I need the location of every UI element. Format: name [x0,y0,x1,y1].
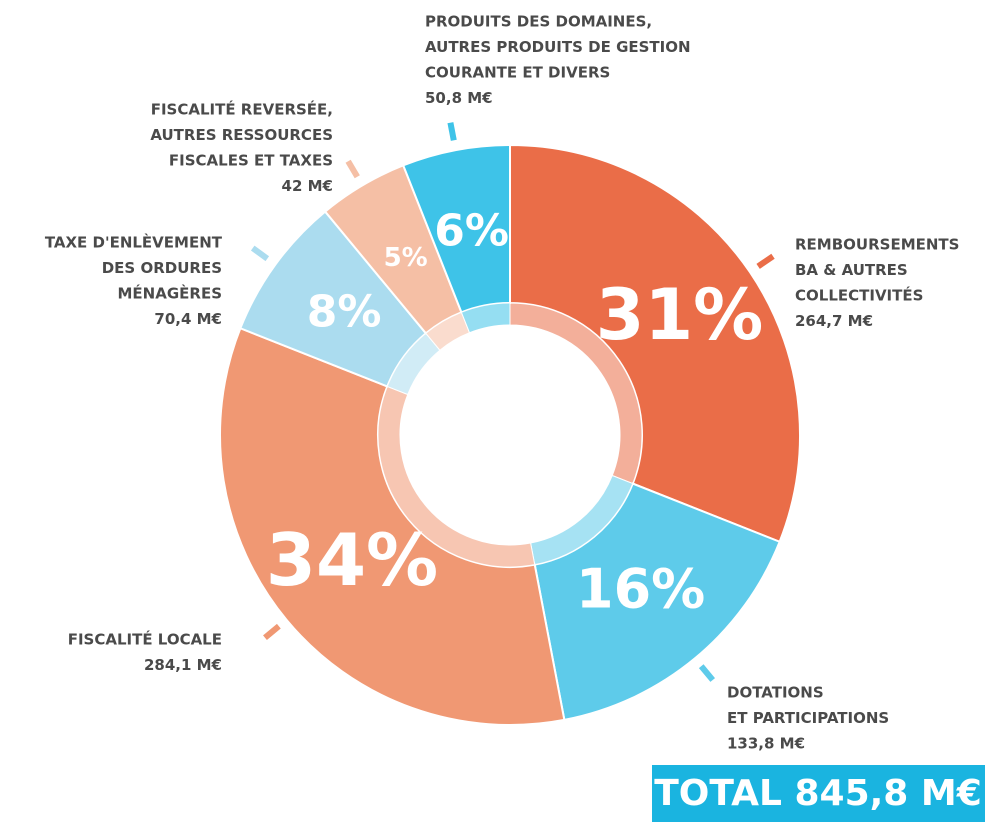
category-label: DES ORDURES [102,259,222,277]
category-label: COLLECTIVITÉS [795,286,923,305]
percent-label: 16% [576,558,705,621]
leader [447,122,457,141]
amount-label: 284,1 M€ [144,656,222,674]
category-label: FISCALITÉ REVERSÉE, [151,100,333,119]
percent-label: 6% [434,206,509,257]
category-label: REMBOURSEMENTS [795,236,959,254]
category-label: PRODUITS DES DOMAINES, [425,13,652,31]
amount-label: 70,4 M€ [154,310,222,328]
leader [263,623,281,641]
amount-label: 133,8 M€ [727,735,805,753]
percent-label: 34% [266,518,438,602]
amount-label: 264,7 M€ [795,312,873,330]
category-label: TAXE D'ENLÈVEMENT [45,233,223,252]
amount-label: 50,8 M€ [425,89,493,107]
leader [250,245,270,262]
category-label: FISCALITÉ LOCALE [68,630,222,649]
category-label: AUTRES PRODUITS DE GESTION [425,38,691,56]
leader [698,664,716,682]
percent-label: 8% [307,287,382,338]
percent-label: 5% [384,243,428,273]
percent-label: 31% [596,274,764,356]
category-label: AUTRES RESSOURCES [150,126,333,144]
category-label: FISCALES ET TAXES [169,152,333,170]
total: TOTAL 845,8 M€ [654,773,982,814]
amount-label: 42 M€ [282,177,333,195]
inner-ring [460,302,511,334]
leader [756,253,775,269]
category-label: ET PARTICIPATIONS [727,709,889,727]
category-label: COURANTE ET DIVERS [425,64,610,82]
category-label: BA & AUTRES [795,261,908,279]
category-label: MÉNAGÈRES [118,284,223,303]
leader [345,159,360,179]
category-label: DOTATIONS [727,684,824,702]
total-box [652,765,985,822]
